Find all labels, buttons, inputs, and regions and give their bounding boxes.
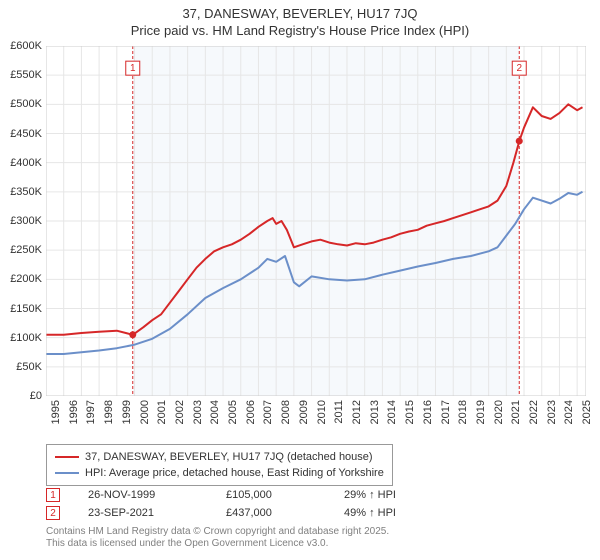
x-tick-label: 2020 [493, 400, 505, 424]
marker-price: £437,000 [226, 507, 316, 519]
y-axis: £0£50K£100K£150K£200K£250K£300K£350K£400… [0, 46, 44, 396]
x-tick-label: 1995 [50, 400, 62, 424]
y-tick-label: £0 [30, 390, 42, 402]
legend-row: HPI: Average price, detached house, East… [55, 465, 384, 481]
title-line2: Price paid vs. HM Land Registry's House … [0, 23, 600, 38]
y-tick-label: £300K [10, 215, 42, 227]
y-tick-label: £450K [10, 128, 42, 140]
x-tick-label: 2016 [422, 400, 434, 424]
y-tick-label: £550K [10, 69, 42, 81]
y-tick-label: £400K [10, 157, 42, 169]
y-tick-label: £100K [10, 332, 42, 344]
attribution-line2: This data is licensed under the Open Gov… [46, 538, 389, 550]
marker-date: 23-SEP-2021 [88, 507, 198, 519]
x-tick-label: 2003 [192, 400, 204, 424]
legend: 37, DANESWAY, BEVERLEY, HU17 7JQ (detach… [46, 444, 393, 486]
y-tick-label: £500K [10, 98, 42, 110]
legend-label: 37, DANESWAY, BEVERLEY, HU17 7JQ (detach… [85, 449, 373, 465]
chart-svg: 12 [46, 46, 586, 396]
x-tick-label: 1996 [68, 400, 80, 424]
marker-badge: 1 [46, 488, 60, 502]
chart-container: { "title": { "line1": "37, DANESWAY, BEV… [0, 0, 600, 560]
marker-date: 26-NOV-1999 [88, 489, 198, 501]
x-tick-label: 2019 [475, 400, 487, 424]
marker-row: 1 26-NOV-1999 £105,000 29% ↑ HPI [46, 486, 434, 504]
marker-row: 2 23-SEP-2021 £437,000 49% ↑ HPI [46, 504, 434, 522]
svg-text:1: 1 [130, 63, 136, 74]
plot-area: 12 [46, 46, 586, 396]
x-tick-label: 2017 [440, 400, 452, 424]
attribution-line1: Contains HM Land Registry data © Crown c… [46, 526, 389, 538]
x-tick-label: 2018 [457, 400, 469, 424]
legend-swatch [55, 456, 79, 458]
x-tick-label: 2022 [528, 400, 540, 424]
y-tick-label: £150K [10, 303, 42, 315]
x-tick-label: 2001 [156, 400, 168, 424]
x-tick-label: 2006 [245, 400, 257, 424]
legend-row: 37, DANESWAY, BEVERLEY, HU17 7JQ (detach… [55, 449, 384, 465]
x-tick-label: 1997 [85, 400, 97, 424]
x-tick-label: 2015 [404, 400, 416, 424]
x-axis: 1995 1996 1997 1998 1999 2000 2001 2002 2003 2004… [46, 398, 586, 448]
x-tick-label: 2004 [209, 400, 221, 424]
y-tick-label: £50K [16, 361, 42, 373]
x-tick-label: 2013 [369, 400, 381, 424]
x-tick-label: 2007 [262, 400, 274, 424]
x-tick-label: 1999 [121, 400, 133, 424]
x-tick-label: 2011 [333, 400, 345, 424]
y-tick-label: £250K [10, 244, 42, 256]
x-tick-label: 2010 [316, 400, 328, 424]
marker-price: £105,000 [226, 489, 316, 501]
marker-pct: 49% ↑ HPI [344, 507, 434, 519]
marker-pct: 29% ↑ HPI [344, 489, 434, 501]
chart-title: 37, DANESWAY, BEVERLEY, HU17 7JQ Price p… [0, 0, 600, 38]
legend-label: HPI: Average price, detached house, East… [85, 465, 384, 481]
attribution: Contains HM Land Registry data © Crown c… [46, 526, 389, 550]
x-tick-label: 2009 [298, 400, 310, 424]
x-tick-label: 2000 [139, 400, 151, 424]
marker-badge: 2 [46, 506, 60, 520]
x-tick-label: 2023 [546, 400, 558, 424]
x-tick-label: 2005 [227, 400, 239, 424]
y-tick-label: £600K [10, 40, 42, 52]
x-tick-label: 1998 [103, 400, 115, 424]
x-tick-label: 2024 [563, 400, 575, 424]
x-tick-label: 2014 [386, 400, 398, 424]
x-tick-label: 2008 [280, 400, 292, 424]
svg-text:2: 2 [516, 63, 522, 74]
legend-swatch [55, 472, 79, 474]
y-tick-label: £200K [10, 273, 42, 285]
x-tick-label: 2025 [581, 400, 593, 424]
x-tick-label: 2002 [174, 400, 186, 424]
x-tick-label: 2012 [351, 400, 363, 424]
marker-table: 1 26-NOV-1999 £105,000 29% ↑ HPI 2 23-SEP-202… [46, 486, 434, 522]
title-line1: 37, DANESWAY, BEVERLEY, HU17 7JQ [0, 6, 600, 21]
x-tick-label: 2021 [510, 400, 522, 424]
y-tick-label: £350K [10, 186, 42, 198]
